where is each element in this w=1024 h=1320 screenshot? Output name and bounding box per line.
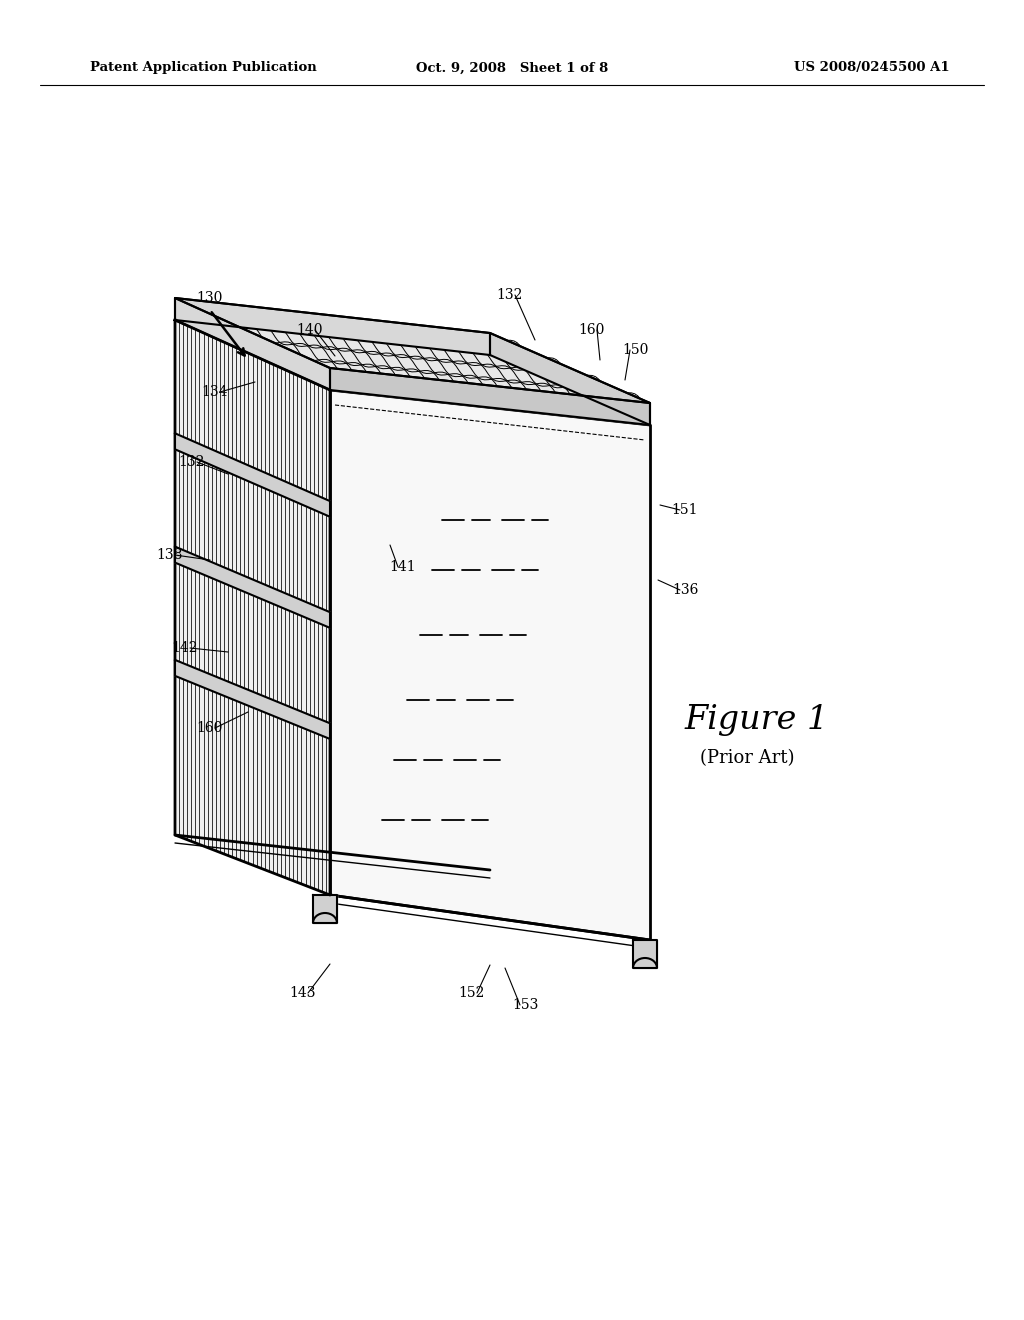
Polygon shape (175, 298, 490, 355)
Polygon shape (175, 433, 330, 517)
Text: 143: 143 (290, 986, 316, 1001)
Text: Oct. 9, 2008   Sheet 1 of 8: Oct. 9, 2008 Sheet 1 of 8 (416, 62, 608, 74)
Polygon shape (330, 368, 650, 425)
Text: 151: 151 (672, 503, 698, 517)
Text: 141: 141 (390, 560, 417, 574)
Polygon shape (175, 319, 650, 425)
Text: Figure 1: Figure 1 (685, 704, 829, 737)
Text: 132: 132 (497, 288, 523, 302)
Text: 136: 136 (672, 583, 698, 597)
Text: 150: 150 (622, 343, 648, 356)
Polygon shape (175, 660, 330, 739)
Text: 140: 140 (297, 323, 324, 337)
Text: 160: 160 (579, 323, 605, 337)
Polygon shape (330, 389, 650, 940)
Text: 130: 130 (197, 290, 223, 305)
Text: 134: 134 (202, 385, 228, 399)
Polygon shape (175, 298, 330, 389)
Text: 152: 152 (459, 986, 485, 1001)
Text: Patent Application Publication: Patent Application Publication (90, 62, 316, 74)
Polygon shape (175, 319, 330, 895)
Text: 132: 132 (179, 455, 205, 469)
Text: 142: 142 (172, 642, 199, 655)
Text: 138: 138 (157, 548, 183, 562)
Text: 160: 160 (197, 721, 223, 735)
Polygon shape (313, 895, 337, 923)
Text: 153: 153 (512, 998, 539, 1012)
Text: US 2008/0245500 A1: US 2008/0245500 A1 (795, 62, 950, 74)
Polygon shape (175, 546, 330, 628)
Polygon shape (490, 333, 650, 425)
Polygon shape (633, 940, 657, 968)
Text: (Prior Art): (Prior Art) (700, 748, 795, 767)
